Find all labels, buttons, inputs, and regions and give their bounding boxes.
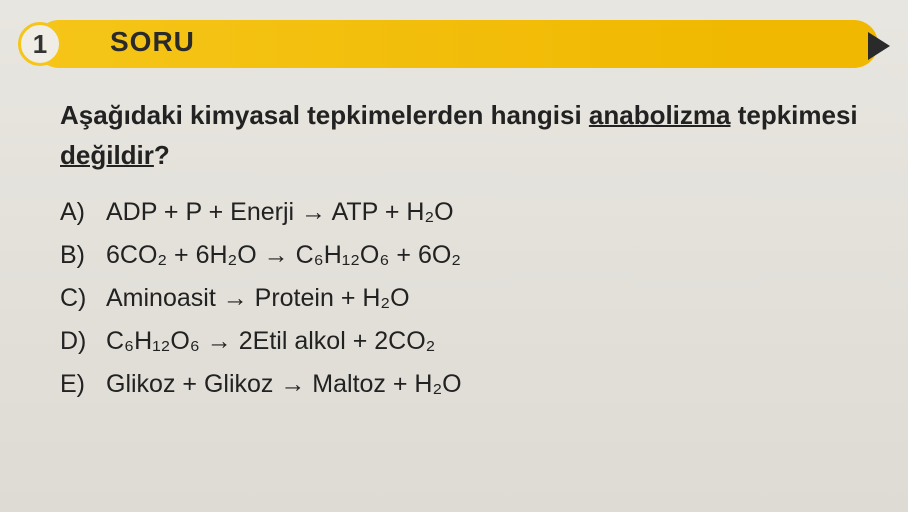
question-underlined-2: değildir [60, 140, 154, 170]
question-text: Aşağıdaki kimyasal tepkimelerden hangisi… [60, 95, 878, 176]
option-text: C₆H₁₂O₆ → 2Etil alkol + 2CO₂ [106, 327, 435, 356]
option-letter: C) [60, 284, 92, 313]
option-text: Glikoz + Glikoz → Maltoz + H₂O [106, 370, 462, 399]
option-text: ADP + P + Enerji → ATP + H₂O [106, 198, 454, 227]
option-letter: A) [60, 198, 92, 227]
option-text: Aminoasit → Protein + H₂O [106, 284, 410, 313]
option-text: 6CO₂ + 6H₂O → C₆H₁₂O₆ + 6O₂ [106, 241, 461, 270]
option-letter: D) [60, 327, 92, 356]
question-underlined-1: anabolizma [589, 100, 731, 130]
question-content: Aşağıdaki kimyasal tepkimelerden hangisi… [60, 95, 878, 399]
question-suffix: ? [154, 140, 170, 170]
chevron-right-icon [868, 32, 890, 60]
option-b[interactable]: B) 6CO₂ + 6H₂O → C₆H₁₂O₆ + 6O₂ [60, 241, 878, 270]
question-label: SORU [110, 26, 195, 58]
question-number-badge: 1 [18, 22, 62, 66]
options-list: A) ADP + P + Enerji → ATP + H₂O B) 6CO₂ … [60, 198, 878, 399]
option-d[interactable]: D) C₆H₁₂O₆ → 2Etil alkol + 2CO₂ [60, 327, 878, 356]
option-letter: B) [60, 241, 92, 270]
option-c[interactable]: C) Aminoasit → Protein + H₂O [60, 284, 878, 313]
option-a[interactable]: A) ADP + P + Enerji → ATP + H₂O [60, 198, 878, 227]
question-number: 1 [33, 29, 47, 60]
question-prefix: Aşağıdaki kimyasal tepkimelerden hangisi [60, 100, 589, 130]
option-letter: E) [60, 370, 92, 399]
option-e[interactable]: E) Glikoz + Glikoz → Maltoz + H₂O [60, 370, 878, 399]
question-mid: tepkimesi [730, 100, 857, 130]
